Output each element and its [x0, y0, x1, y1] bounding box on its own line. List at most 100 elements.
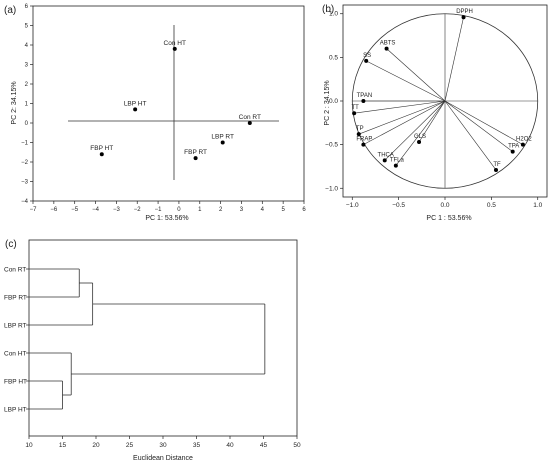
- panel-c-leaf-label: Con HT: [4, 351, 26, 358]
- panel-b-point-label: H2O2: [516, 137, 532, 143]
- panel-c-leaf-label: FBP RT: [4, 295, 27, 302]
- panel-b-point-marker: [384, 46, 389, 51]
- panel-a-y-tick-label: −1: [21, 141, 29, 147]
- panel-c-leaf-label: Con RT: [4, 267, 26, 274]
- panel-a-y-tick-label: 5: [25, 24, 29, 30]
- panel-b-point-marker: [520, 142, 525, 147]
- panel-a-x-tick-label: −4: [92, 207, 100, 213]
- panel-b-loading-vectors: [354, 17, 524, 171]
- panel-c-x-tick-label: 45: [260, 442, 268, 449]
- panel-b-point-marker: [352, 111, 357, 116]
- panel-b-vector: [418, 100, 446, 143]
- panel-b-vector: [395, 100, 446, 166]
- panel-b-point: TT: [351, 105, 359, 116]
- panel-a-x-tick-label: −3: [113, 207, 121, 213]
- panel-c-x-axis-label: Euclidean Distance: [133, 455, 193, 462]
- panel-b-point: DPPH: [456, 9, 473, 20]
- panel-c-x-tick-label: 10: [25, 442, 33, 449]
- panel-a-x-tick-label: 2: [219, 207, 223, 213]
- panel-a-point: FBP HT: [90, 145, 113, 157]
- panel-a-point-label: FBP RT: [184, 149, 207, 156]
- panel-b-point-marker: [393, 163, 398, 168]
- panel-b-point: GLS: [414, 134, 426, 145]
- panel-b-point: TPAN: [357, 93, 373, 103]
- panel-b-x-axis-label: PC 1 : 53.56%: [426, 215, 471, 222]
- panel-b-y-tick-label: −0.5: [325, 142, 338, 149]
- panel-a-x-tick-label: −5: [71, 207, 79, 213]
- panel-c-leaf-labels: Con RT FBP RT LBP RT Con HT FBP HT LBP HT: [4, 267, 29, 414]
- panel-b-point-label: TPA: [508, 144, 519, 150]
- panel-b-vector: [363, 100, 446, 145]
- panel-a-point: Con RT: [239, 114, 261, 125]
- panel-b-point-label: ABTS: [380, 41, 396, 47]
- panel-a-y-tick-label: 6: [25, 4, 29, 10]
- panel-a-y-ticks: −4 −3 −2 −1 0 1 2 3 4 5 6: [21, 4, 33, 205]
- panel-b-y-tick-label: −1.0: [325, 185, 338, 192]
- panel-b-vector: [386, 48, 446, 102]
- panel-a-point: Con HT: [164, 40, 186, 51]
- panel-b-point-label: TT: [351, 105, 359, 111]
- panel-b-x-tick-label: −0.5: [392, 202, 405, 209]
- panel-b-point-label: THCA: [378, 152, 394, 158]
- panel-b-y-axis-label: PC 2 : 34.15%: [324, 80, 331, 125]
- panel-b-vector: [444, 100, 513, 152]
- panel-b-vector: [358, 100, 446, 135]
- panel-b-point-marker: [382, 158, 387, 163]
- panel-b-point-label: SS: [363, 53, 371, 59]
- panel-b-point: TF: [493, 162, 501, 172]
- panel-a-x-tick-label: 1: [198, 207, 202, 213]
- panel-b-point: THCA: [378, 152, 394, 163]
- panel-a-point-label: FBP HT: [90, 145, 113, 152]
- panel-a-y-axis-label: PC 2: 34.15%: [11, 81, 18, 124]
- panel-c-x-ticks: 10 15 20 25 30 35 40 45 50: [25, 436, 301, 449]
- panel-a-pca-scores: (a) −7 −6 −5 −4 −3 −2 −1 0 1 2 3 4 5 6 −4 −3 −2 −1 0 1 2 3 4 5…: [4, 4, 306, 222]
- panel-a-point: LBP RT: [211, 134, 234, 145]
- panel-a-y-tick-label: −2: [21, 160, 29, 166]
- panel-c-x-tick-label: 40: [226, 442, 234, 449]
- panel-b-y-tick-label: 0.5: [329, 54, 338, 61]
- panel-b-point: FRAP: [356, 137, 372, 147]
- panel-a-point-marker: [99, 152, 104, 157]
- panel-b-point-marker: [510, 149, 515, 154]
- panel-b-point-label: FRAP: [356, 137, 372, 143]
- panel-a-point-marker: [193, 156, 198, 161]
- panel-b-point: TP: [356, 126, 364, 137]
- panel-b-point-label: GLS: [414, 134, 426, 140]
- panel-b-point-label: TFLa: [390, 158, 405, 164]
- panel-b-vector: [354, 100, 446, 114]
- panel-a-points: Con HT LBP HT Con RT LBP RT FBP RT FBP HT: [90, 40, 261, 161]
- panel-a-y-tick-label: 2: [25, 82, 29, 88]
- panel-a-x-tick-label: −6: [50, 207, 58, 213]
- panel-a-x-axis-label: PC 1: 53.56%: [145, 215, 188, 222]
- panel-c-letter: (c): [5, 239, 17, 250]
- panel-a-point-marker: [247, 121, 252, 125]
- panel-a-point: FBP RT: [184, 149, 207, 161]
- panel-a-y-tick-label: 4: [25, 43, 29, 49]
- panel-a-y-tick-label: −4: [21, 199, 29, 205]
- panel-b-vector: [444, 17, 464, 102]
- panel-b-point: SS: [363, 53, 371, 63]
- panel-b-x-tick-label: 0.0: [440, 202, 449, 209]
- panel-b-point-marker: [364, 58, 369, 63]
- panel-a-point-marker: [172, 46, 177, 51]
- panel-c-leaf-label: LBP HT: [4, 407, 27, 414]
- panel-a-point-label: Con RT: [239, 114, 261, 121]
- panel-c-x-tick-label: 35: [193, 442, 201, 449]
- panel-c-x-tick-label: 50: [293, 442, 301, 449]
- panel-b-point-label: TPAN: [357, 93, 373, 99]
- panel-a-point-marker: [133, 107, 138, 112]
- panel-a-y-tick-label: −3: [21, 180, 29, 186]
- panel-b-point: TFLa: [390, 158, 405, 168]
- panel-c-x-tick-label: 30: [159, 442, 167, 449]
- panel-b-point-label: TP: [356, 126, 364, 132]
- panel-a-x-tick-label: 3: [240, 207, 244, 213]
- panel-a-x-ticks: −7 −6 −5 −4 −3 −2 −1 0 1 2 3 4 5 6: [30, 201, 306, 213]
- panel-b-point: ABTS: [380, 41, 396, 51]
- panel-a-x-tick-label: −1: [155, 207, 163, 213]
- panel-b-point-label: TF: [493, 162, 501, 168]
- panel-b-loadings-plot: (b) −1.0 −0.5 0.0 0.5 1.0 −1.0−0.50.00.51.0 …: [322, 4, 548, 222]
- panel-a-y-tick-label: 3: [25, 63, 29, 69]
- panel-c-leaf-label: LBP RT: [4, 323, 27, 330]
- panel-a-x-tick-label: 0: [177, 207, 181, 213]
